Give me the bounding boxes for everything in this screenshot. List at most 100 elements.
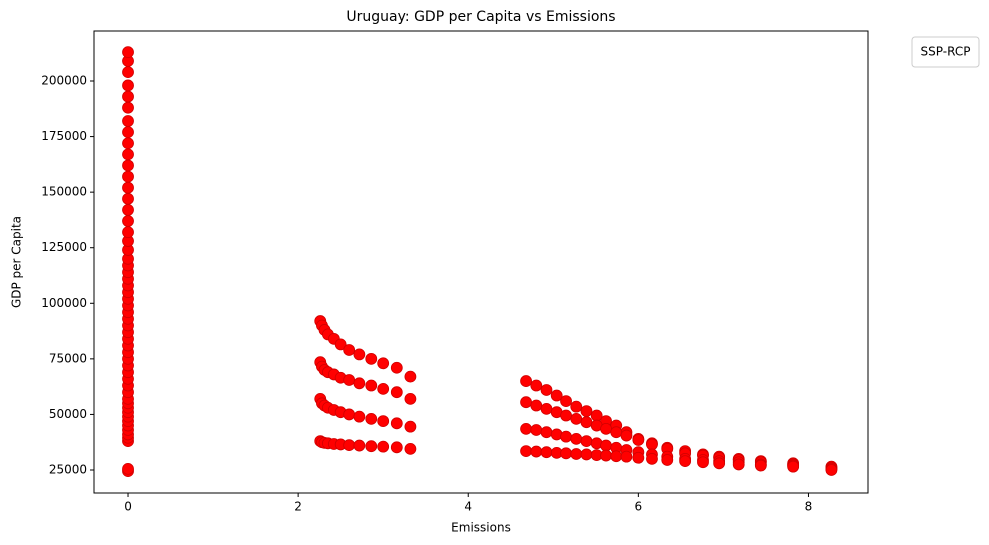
point <box>404 442 417 455</box>
point <box>353 377 366 390</box>
point <box>122 90 134 103</box>
y-tick-label: 150000 <box>41 185 87 199</box>
point <box>377 357 390 370</box>
point <box>580 416 593 429</box>
point <box>540 426 553 439</box>
point <box>365 412 378 425</box>
point <box>520 445 532 458</box>
point <box>365 379 378 392</box>
point <box>122 159 134 172</box>
point <box>600 449 612 462</box>
point <box>343 344 356 356</box>
point <box>600 422 612 435</box>
point <box>377 440 390 453</box>
point <box>646 438 658 451</box>
point <box>122 462 134 475</box>
chart-title: Uruguay: GDP per Capita vs Emissions <box>346 9 615 25</box>
point <box>530 424 543 436</box>
point <box>404 420 417 433</box>
point <box>520 375 532 387</box>
point <box>122 126 134 139</box>
point <box>122 148 134 161</box>
point <box>353 410 366 423</box>
point <box>620 429 633 442</box>
legend-box <box>911 36 980 68</box>
point <box>122 115 134 127</box>
point <box>390 361 403 374</box>
point <box>713 457 726 470</box>
point <box>600 439 612 452</box>
point <box>122 66 134 79</box>
y-tick-label: 125000 <box>41 240 87 254</box>
point <box>122 215 134 227</box>
point <box>540 402 553 415</box>
x-tick-label: 8 <box>805 500 813 514</box>
point <box>570 400 583 413</box>
point <box>122 79 134 92</box>
point <box>697 456 709 469</box>
point <box>390 441 403 454</box>
point <box>530 379 543 392</box>
y-axis-label: GDP per Capita <box>10 216 24 308</box>
point <box>754 459 767 472</box>
y-tick-label: 50000 <box>49 407 87 421</box>
point <box>610 450 623 463</box>
point <box>353 439 366 452</box>
point <box>632 451 645 464</box>
point <box>540 384 553 396</box>
point <box>661 454 674 466</box>
point <box>334 338 347 351</box>
point <box>390 386 403 399</box>
point <box>540 446 553 459</box>
point <box>365 440 378 453</box>
point <box>560 447 572 460</box>
point <box>365 352 378 365</box>
point <box>620 450 633 463</box>
point <box>122 181 134 194</box>
y-tick-label: 175000 <box>41 129 87 143</box>
point <box>632 434 645 446</box>
point <box>122 192 134 205</box>
point <box>377 415 390 427</box>
point <box>787 460 800 473</box>
point <box>530 399 543 412</box>
point <box>122 46 134 59</box>
x-tick-label: 0 <box>124 500 132 514</box>
point <box>825 464 838 476</box>
y-tick-label: 25000 <box>49 462 87 476</box>
point <box>343 374 356 386</box>
point <box>122 137 134 150</box>
point <box>404 370 417 383</box>
point <box>679 455 692 468</box>
point <box>732 458 745 471</box>
point <box>570 432 583 445</box>
point <box>343 439 356 451</box>
plot-frame <box>93 30 869 494</box>
point <box>560 430 572 443</box>
point <box>377 382 390 395</box>
y-tick-label: 100000 <box>41 296 87 310</box>
point <box>550 389 563 402</box>
y-tick-label: 75000 <box>49 351 87 365</box>
point <box>580 448 593 461</box>
point <box>570 412 583 425</box>
point <box>520 422 532 435</box>
x-tick-label: 2 <box>294 500 302 514</box>
point <box>570 448 583 460</box>
point <box>520 396 532 409</box>
point <box>390 417 403 430</box>
x-axis-label: Emissions <box>451 521 511 535</box>
point <box>530 445 543 458</box>
point <box>122 226 134 239</box>
point <box>122 204 134 216</box>
point <box>122 101 134 114</box>
point <box>343 408 356 421</box>
point <box>560 395 572 407</box>
point <box>646 452 658 465</box>
point <box>560 409 572 422</box>
x-tick-label: 6 <box>635 500 643 514</box>
legend-title: SSP-RCP <box>921 45 971 59</box>
point <box>404 392 417 405</box>
